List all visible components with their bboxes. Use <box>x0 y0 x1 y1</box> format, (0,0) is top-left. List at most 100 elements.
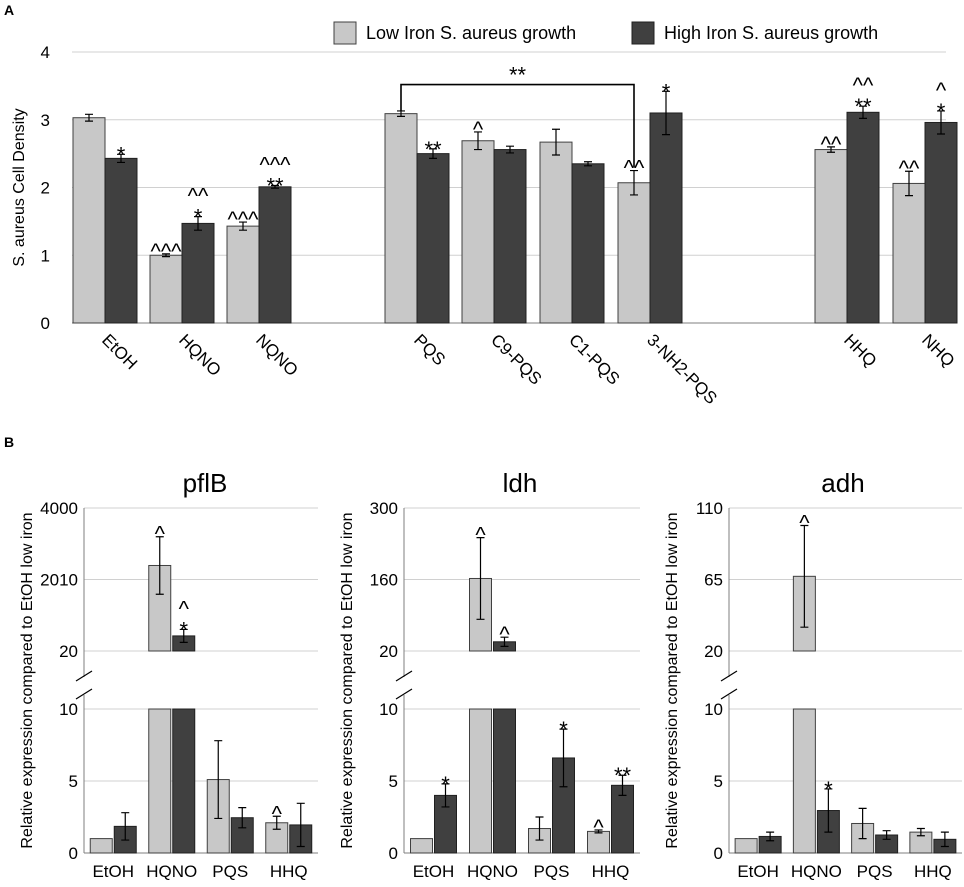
significance-label: ^ <box>475 523 486 548</box>
error-bar <box>535 816 544 841</box>
bar <box>469 708 492 854</box>
significance-label: ^ <box>155 522 166 547</box>
error-bar <box>506 145 514 154</box>
bar <box>89 838 113 854</box>
significance-label: ^ <box>593 815 604 840</box>
error-bar <box>824 788 833 833</box>
error-bar <box>85 113 93 122</box>
x-tick-label: HQNO <box>791 862 842 881</box>
x-tick-label: HHQ <box>592 862 630 881</box>
significance-label: ^^^ <box>260 152 292 177</box>
significance-label: ^ <box>179 596 190 621</box>
error-bar <box>859 105 867 119</box>
x-tick-label: NQNO <box>252 330 301 379</box>
error-bar <box>441 783 450 808</box>
chart-title: adh <box>821 468 864 498</box>
error-bar <box>858 807 867 840</box>
bar <box>734 838 758 854</box>
panel-a-letter: A <box>4 2 14 18</box>
x-tick-label: EtOH <box>737 862 779 881</box>
x-tick-label: EtOH <box>92 862 134 881</box>
y-tick-label: 2010 <box>40 571 78 590</box>
significance-bracket <box>400 83 635 168</box>
error-bar <box>766 831 775 842</box>
error-bar <box>272 815 281 830</box>
error-bar <box>296 802 305 848</box>
y-tick-label: 5 <box>389 772 398 791</box>
y-tick-label: 1 <box>41 246 50 265</box>
significance-label: * <box>194 205 203 230</box>
error-bar <box>238 807 247 829</box>
chart-title: ldh <box>503 468 538 498</box>
bar <box>814 149 848 324</box>
axis-break-mark <box>720 670 738 682</box>
error-bar <box>940 831 949 848</box>
y-tick-label: 160 <box>370 571 398 590</box>
x-tick-label: NHQ <box>918 330 958 370</box>
y-tick-label: 5 <box>69 772 78 791</box>
error-bar <box>800 524 809 628</box>
y-tick-label: 4 <box>41 43 50 62</box>
error-bar <box>239 221 247 231</box>
error-bar <box>552 128 560 156</box>
significance-label: ^^ <box>853 73 874 98</box>
y-tick-label: 20 <box>59 642 78 661</box>
bar <box>226 225 260 324</box>
significance-label: ^ <box>473 117 484 142</box>
error-bar <box>937 110 945 135</box>
error-bar <box>214 740 223 820</box>
y-tick-label: 10 <box>59 700 78 719</box>
x-tick-label: EtOH <box>413 862 455 881</box>
bar <box>649 112 683 324</box>
significance-label: ^^^ <box>151 239 183 264</box>
x-tick-label: HHQ <box>270 862 308 881</box>
significance-label: ** <box>266 173 284 198</box>
x-tick-label: PQS <box>410 330 449 369</box>
x-tick-label: HHQ <box>914 862 952 881</box>
error-bar <box>916 827 925 837</box>
legend: Low Iron S. aureus growth High Iron S. a… <box>333 21 878 45</box>
x-tick-label: HQNO <box>467 862 518 881</box>
y-tick-label: 3 <box>41 111 50 130</box>
bracket-label: ** <box>509 63 527 88</box>
bar <box>148 708 172 854</box>
bar <box>416 153 450 324</box>
x-tick-label: PQS <box>212 862 248 881</box>
error-bar <box>662 90 670 136</box>
chart-pflb: pflB 20 2010 4000 0 5 10 Relative expression co… <box>19 468 318 881</box>
error-bar <box>905 170 913 197</box>
significance-label: * <box>937 99 946 124</box>
y-tick-label: 5 <box>714 772 723 791</box>
error-bar <box>179 628 188 643</box>
y-tick-label: 10 <box>379 700 398 719</box>
axis-break-mark <box>75 688 93 700</box>
significance-label: ^^ <box>624 156 645 181</box>
error-bar <box>594 829 603 834</box>
bar <box>539 141 573 324</box>
y-tick-label: 4000 <box>40 499 78 518</box>
error-bar <box>618 774 627 796</box>
error-bar <box>500 636 509 648</box>
significance-label: * <box>559 717 568 742</box>
y-tick-label: 110 <box>696 499 723 518</box>
y-axis-label: Relative expression compared to EtOH low… <box>19 512 36 848</box>
bar <box>181 222 215 324</box>
y-tick-label: 65 <box>704 571 723 590</box>
significance-label: ^ <box>499 622 510 647</box>
significance-label: ^ <box>936 78 947 103</box>
legend-label-high: High Iron S. aureus growth <box>664 23 878 43</box>
error-bar <box>429 148 437 159</box>
bar <box>617 182 651 324</box>
error-bar <box>271 184 279 189</box>
y-tick-label: 300 <box>370 499 398 518</box>
x-tick-label: EtOH <box>98 330 141 373</box>
bar <box>924 121 958 324</box>
x-tick-label: 3-NH2-PQS <box>643 330 721 408</box>
bar <box>461 140 495 324</box>
bar <box>149 254 183 324</box>
chart-adh: adh 20 65 110 0 5 10 Relative expression compar… <box>664 468 962 881</box>
error-bar <box>559 728 568 788</box>
chart-title: pflB <box>183 468 228 498</box>
significance-label: ** <box>424 137 442 162</box>
